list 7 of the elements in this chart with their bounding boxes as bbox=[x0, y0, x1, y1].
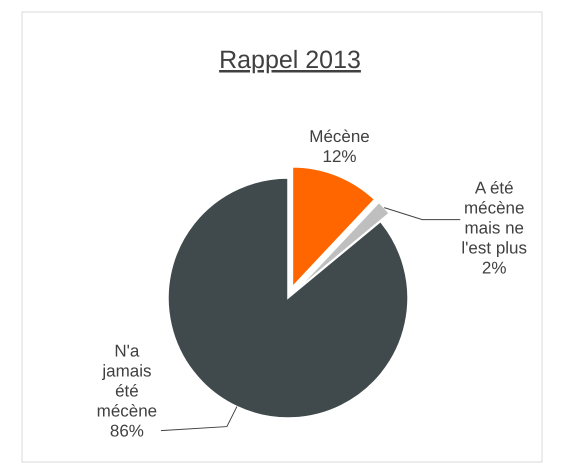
slice-label: Mécène bbox=[309, 126, 370, 146]
slice-label: A été mécène mais ne l'est plus bbox=[461, 178, 528, 258]
slice-label: N'a jamais été mécène bbox=[96, 342, 158, 421]
chart-title: Rappel 2013 bbox=[219, 46, 361, 74]
data-label: 2% bbox=[482, 258, 507, 278]
data-label: 12% bbox=[322, 146, 357, 166]
data-label: 86% bbox=[110, 422, 144, 441]
